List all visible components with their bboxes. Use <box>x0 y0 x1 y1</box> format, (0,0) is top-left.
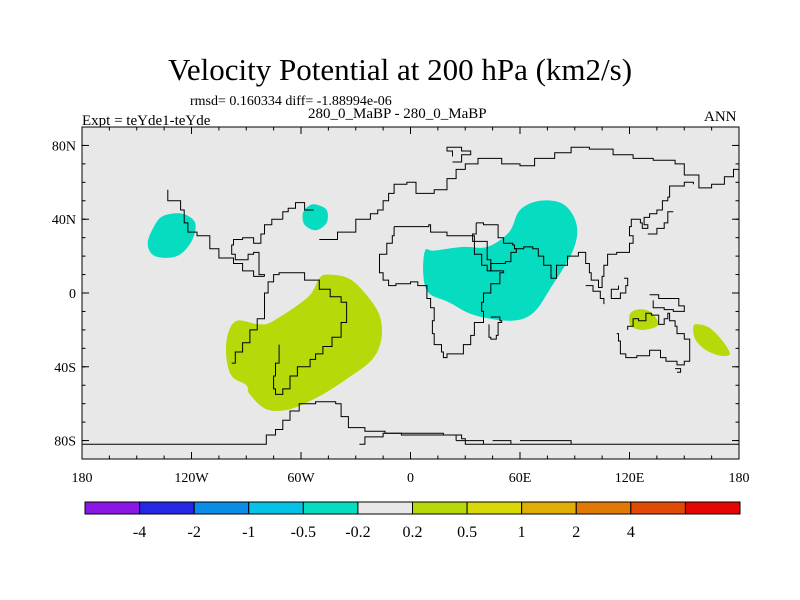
season-label: ANN <box>704 109 737 125</box>
colorbar-box-3 <box>248 501 304 515</box>
colorbar-box-4 <box>302 501 359 515</box>
case-subtitle: 280_0_MaBP - 280_0_MaBP <box>308 106 487 122</box>
coastline-1 <box>231 272 348 395</box>
coastline-11 <box>488 316 503 340</box>
y-tick-label-4: 80S <box>54 435 76 450</box>
coastline-5 <box>282 202 314 220</box>
colorbar-label-9: 4 <box>627 524 635 541</box>
y-tick-label-3: 40S <box>54 361 76 376</box>
coastline-8 <box>472 222 517 272</box>
chart-title: Velocity Potential at 200 hPa (km2/s) <box>167 52 633 87</box>
coastline-19 <box>492 440 512 445</box>
coastline-3 <box>231 218 283 277</box>
colorbar-label-2: -1 <box>242 524 255 541</box>
colorbar-box-0 <box>84 501 141 515</box>
coastline-7 <box>379 224 505 359</box>
rmsd-diff-stats: rmsd= 0.160334 diff= -1.88994e-06 <box>190 94 392 109</box>
y-tick-label-0: 80N <box>52 139 76 154</box>
x-tick-label-6: 180 <box>729 471 750 486</box>
coastline-10 <box>647 211 674 235</box>
contour-region-2 <box>423 200 578 321</box>
colorbar-label-7: 1 <box>518 524 526 541</box>
contour-region-3 <box>225 274 382 411</box>
coastline-4 <box>319 146 739 240</box>
colorbar-label-3: -0.5 <box>291 524 316 541</box>
colorbar-label-6: 0.5 <box>457 524 477 541</box>
colorbar-label-1: -2 <box>188 524 201 541</box>
y-tick-label-1: 40N <box>52 213 76 228</box>
coastline-20 <box>520 440 572 445</box>
coastline-0 <box>82 401 739 445</box>
colorbar-label-5: 0.2 <box>403 524 423 541</box>
map-background <box>82 127 739 459</box>
colorbar-box-2 <box>193 501 250 515</box>
coastline-16 <box>675 368 682 373</box>
coastline-14 <box>649 294 685 312</box>
coastline-2 <box>167 189 265 277</box>
coastline-6 <box>446 146 472 163</box>
colorbar-box-1 <box>139 501 195 515</box>
x-tick-label-5: 120E <box>615 471 645 486</box>
colorbar: -4 -2 -1 -0.5 -0.2 0.2 0.5 1 2 4 <box>84 501 741 541</box>
colorbar-box-6 <box>412 501 468 515</box>
x-tick-label-1: 120W <box>174 471 209 486</box>
colorbar-label-4: -0.2 <box>345 524 370 541</box>
coastline-18 <box>456 440 484 445</box>
colorbar-box-11 <box>684 501 741 515</box>
x-tick-label-0: 180 <box>72 471 93 486</box>
contour-region-5 <box>693 324 730 357</box>
colorbar-box-8 <box>521 501 577 515</box>
x-tick-label-4: 60E <box>509 471 532 486</box>
colorbar-label-8: 2 <box>572 524 580 541</box>
contour-region-0 <box>147 213 196 258</box>
colorbar-box-5 <box>357 501 413 515</box>
y-tick-label-2: 0 <box>69 287 76 302</box>
experiment-label: Expt = teYde1-teYde <box>82 113 211 129</box>
map-plot-area <box>82 127 739 459</box>
colorbar-label-0: -4 <box>133 524 146 541</box>
coastline-15 <box>616 312 691 366</box>
contour-region-1 <box>302 204 328 231</box>
coastline-12 <box>585 285 605 305</box>
map-axes: 180 120W 60W 0 60E 120E 180 80N 40N 0 40S 80S <box>52 126 750 486</box>
coastline-9 <box>514 181 694 288</box>
coastline-17 <box>359 432 457 445</box>
x-tick-label-2: 60W <box>287 471 315 486</box>
x-tick-label-3: 0 <box>407 471 414 486</box>
colorbar-box-9 <box>575 501 632 515</box>
coastline-13 <box>610 277 629 299</box>
colorbar-box-10 <box>630 501 686 515</box>
colorbar-box-7 <box>466 501 523 515</box>
